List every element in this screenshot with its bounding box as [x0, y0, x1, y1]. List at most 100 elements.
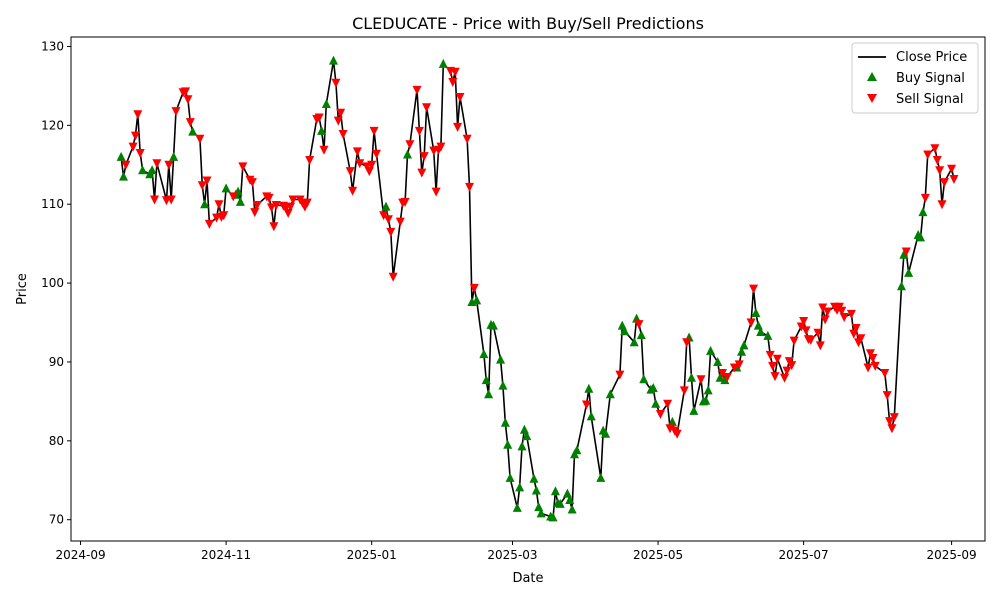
buy-signal-marker	[605, 389, 615, 399]
sell-signal-marker	[128, 142, 138, 152]
sell-signal-marker	[455, 92, 465, 102]
sell-signal-marker	[436, 142, 446, 152]
legend-buy-signal-label: Buy Signal	[896, 71, 965, 86]
buy-signal-marker	[720, 375, 730, 385]
sell-signal-marker	[305, 156, 315, 166]
sell-signal-marker	[717, 369, 727, 378]
y-axis-ticks: 70 80 90 100 110 120 130	[41, 39, 71, 527]
buy-signal-marker	[737, 346, 747, 356]
sell-signal-marker	[734, 360, 744, 370]
sell-signal-marker	[682, 338, 692, 348]
sell-signal-marker	[422, 103, 432, 113]
buy-signal-marker	[472, 295, 482, 305]
sell-signal-marker	[338, 130, 348, 140]
sell-signal-marker	[880, 369, 890, 378]
sell-signal-marker	[465, 182, 475, 192]
buy-signal-marker	[519, 424, 529, 434]
sell-signal-marker	[846, 309, 856, 319]
sell-signal-marker	[581, 400, 591, 410]
buy-signal-marker	[756, 326, 766, 336]
sell-signal-marker	[820, 315, 830, 325]
buy-signal-marker	[763, 330, 773, 340]
legend-sell-signal-label: Sell Signal	[896, 92, 964, 107]
buy-signal-marker	[648, 382, 658, 392]
sell-signal-marker	[746, 318, 756, 328]
sell-signal-marker	[935, 166, 945, 176]
sell-signal-marker	[171, 107, 181, 117]
legend-box	[851, 42, 979, 114]
sell-signal-marker	[839, 313, 849, 322]
sell-signal-marker	[822, 307, 832, 317]
buy-signal-marker	[147, 165, 157, 175]
sell-signal-marker	[787, 361, 797, 371]
sell-signal-marker	[388, 272, 398, 282]
legend: Close Price Buy Signal Sell Signal	[851, 42, 979, 114]
buy-signal-marker	[904, 267, 914, 277]
sell-signal-marker	[185, 118, 195, 128]
sell-signal-marker	[901, 247, 911, 257]
sell-signal-marker	[181, 87, 191, 97]
buy-signal-marker	[119, 171, 129, 181]
sell-signal-marker	[414, 126, 424, 136]
buy-signal-marker	[529, 473, 539, 483]
sell-signal-marker	[887, 424, 897, 434]
buy-signal-marker	[438, 58, 448, 68]
sell-signal-marker	[130, 131, 140, 141]
sell-signal-marker	[815, 341, 825, 351]
sell-signal-marker	[789, 336, 799, 346]
sell-signal-marker	[247, 178, 257, 188]
buy-signal-marker	[484, 389, 494, 399]
sell-signal-marker	[195, 134, 205, 144]
sell-signal-marker	[870, 361, 880, 371]
sell-signal-marker	[799, 316, 809, 326]
sell-signal-marker	[722, 372, 732, 382]
sell-signal-marker	[352, 147, 362, 157]
sell-signal-marker	[204, 219, 214, 229]
sell-signal-marker	[367, 160, 377, 170]
sell-signal-marker	[369, 126, 379, 136]
plot-area	[116, 55, 959, 522]
sell-signal-marker	[655, 410, 665, 420]
sell-signal-marker	[885, 417, 895, 427]
sell-signal-marker	[252, 201, 262, 210]
sell-signal-marker	[371, 149, 381, 159]
x-tick-label: 2024-09	[55, 548, 105, 562]
sell-signal-marker	[314, 113, 324, 123]
buy-signal-marker	[629, 337, 639, 347]
buy-signal-marker	[522, 431, 532, 441]
buy-signal-marker	[496, 354, 506, 364]
sell-signal-marker	[634, 320, 644, 330]
buy-signal-marker	[479, 349, 489, 359]
buy-signal-marker	[739, 340, 749, 350]
sell-signal-marker	[386, 227, 396, 237]
sell-signal-marker	[865, 349, 875, 359]
sell-signal-marker	[923, 150, 933, 160]
buy-signal-layer	[116, 55, 928, 522]
sell-signal-marker	[615, 370, 625, 380]
buy-signal-marker	[713, 356, 723, 366]
sell-signal-marker	[768, 361, 778, 371]
sell-signal-marker	[813, 328, 823, 338]
buy-signal-marker	[169, 151, 179, 161]
buy-signal-marker	[534, 502, 544, 512]
buy-signal-marker	[596, 472, 606, 482]
buy-signal-marker	[555, 498, 565, 508]
sell-signal-marker	[302, 198, 312, 208]
sell-signal-marker	[152, 159, 162, 169]
sell-signal-marker	[288, 195, 298, 205]
x-tick-label: 2025-05	[633, 548, 683, 562]
sell-signal-marker	[453, 122, 463, 132]
sell-signal-marker	[770, 372, 780, 382]
sell-signal-marker	[286, 202, 296, 212]
buy-signal-marker	[515, 482, 525, 492]
buy-signal-marker	[550, 486, 560, 496]
buy-signal-marker	[188, 126, 198, 136]
sell-signal-marker	[868, 354, 878, 364]
buy-signal-marker	[517, 441, 527, 451]
sell-signal-marker	[672, 429, 682, 439]
buy-signal-marker	[639, 374, 649, 384]
chart-title: CLEDUCATE - Price with Buy/Sell Predicti…	[352, 14, 704, 33]
sell-signal-marker	[765, 350, 775, 360]
sell-signal-marker	[431, 187, 441, 197]
y-tick-label: 130	[41, 39, 64, 53]
